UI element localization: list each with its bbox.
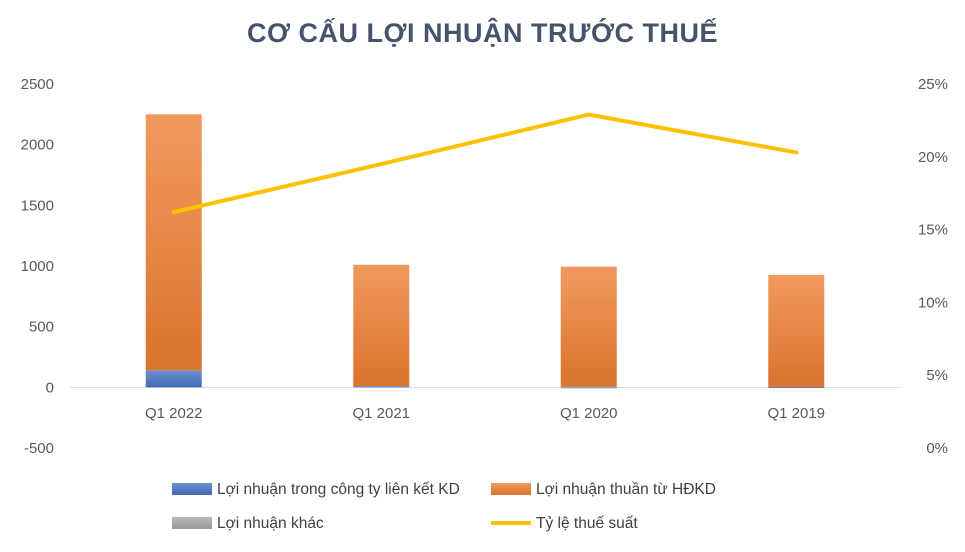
series-line bbox=[171, 112, 799, 215]
legend-label: Lợi nhuận khác bbox=[217, 515, 324, 532]
y-right-tick-label: 20% bbox=[918, 149, 948, 166]
bar-segment bbox=[768, 387, 825, 389]
legend-item: Lợi nhuận thuần từ HĐKD bbox=[491, 481, 716, 498]
y-left-tick-label: 0 bbox=[46, 379, 54, 396]
y-right-tick-label: 10% bbox=[918, 294, 948, 311]
legend-swatch bbox=[491, 483, 531, 495]
y-right-ticks-layer: 25% 20% 15% 10% 5% 0% bbox=[918, 76, 948, 457]
legend-label: Lợi nhuận trong công ty liên kết KD bbox=[217, 481, 460, 498]
legend-item: Tỷ lệ thuế suất bbox=[491, 515, 638, 532]
bar-segment bbox=[560, 266, 617, 387]
line-point bbox=[586, 112, 591, 117]
y-left-tick-label: 2000 bbox=[21, 137, 54, 154]
y-left-tick-label: 1000 bbox=[21, 258, 54, 275]
bar-segment bbox=[560, 387, 617, 389]
x-ticks-layer: Q1 2022 Q1 2021 Q1 2020 Q1 2019 bbox=[145, 405, 825, 422]
y-left-tick-label: -500 bbox=[24, 440, 54, 457]
line-point bbox=[379, 162, 384, 167]
x-tick-label: Q1 2022 bbox=[145, 405, 203, 422]
line-layer bbox=[171, 112, 799, 215]
x-tick-label: Q1 2021 bbox=[352, 405, 410, 422]
bar-segment bbox=[768, 274, 825, 388]
legend-layer: Lợi nhuận trong công ty liên kết KD Lợi n… bbox=[172, 481, 716, 532]
legend-swatch bbox=[172, 517, 212, 529]
x-tick-label: Q1 2019 bbox=[767, 405, 825, 422]
y-right-tick-label: 25% bbox=[918, 76, 948, 93]
bar-segment bbox=[560, 386, 617, 388]
y-left-tick-label: 500 bbox=[29, 319, 54, 336]
legend-label: Tỷ lệ thuế suất bbox=[536, 515, 638, 532]
y-right-tick-label: 15% bbox=[918, 222, 948, 239]
chart-title: CƠ CẤU LỢI NHUẬN TRƯỚC THUẾ bbox=[247, 18, 718, 48]
bars-layer bbox=[145, 114, 825, 389]
legend-item: Lợi nhuận khác bbox=[172, 515, 324, 532]
y-right-tick-label: 0% bbox=[926, 440, 948, 457]
line-point bbox=[171, 210, 176, 215]
legend-swatch bbox=[172, 483, 212, 495]
y-left-tick-label: 2500 bbox=[21, 76, 54, 93]
legend-item: Lợi nhuận trong công ty liên kết KD bbox=[172, 481, 460, 498]
legend-label: Lợi nhuận thuần từ HĐKD bbox=[536, 481, 716, 498]
y-left-ticks-layer: 2500 2000 1500 1000 500 0 -500 bbox=[21, 76, 54, 457]
bar-segment bbox=[145, 114, 202, 371]
bar-segment bbox=[145, 370, 202, 388]
bar-segment bbox=[353, 386, 410, 388]
y-right-tick-label: 5% bbox=[926, 367, 948, 384]
y-left-tick-label: 1500 bbox=[21, 197, 54, 214]
x-tick-label: Q1 2020 bbox=[560, 405, 618, 422]
line-point bbox=[794, 150, 799, 155]
bar-segment bbox=[353, 264, 410, 387]
